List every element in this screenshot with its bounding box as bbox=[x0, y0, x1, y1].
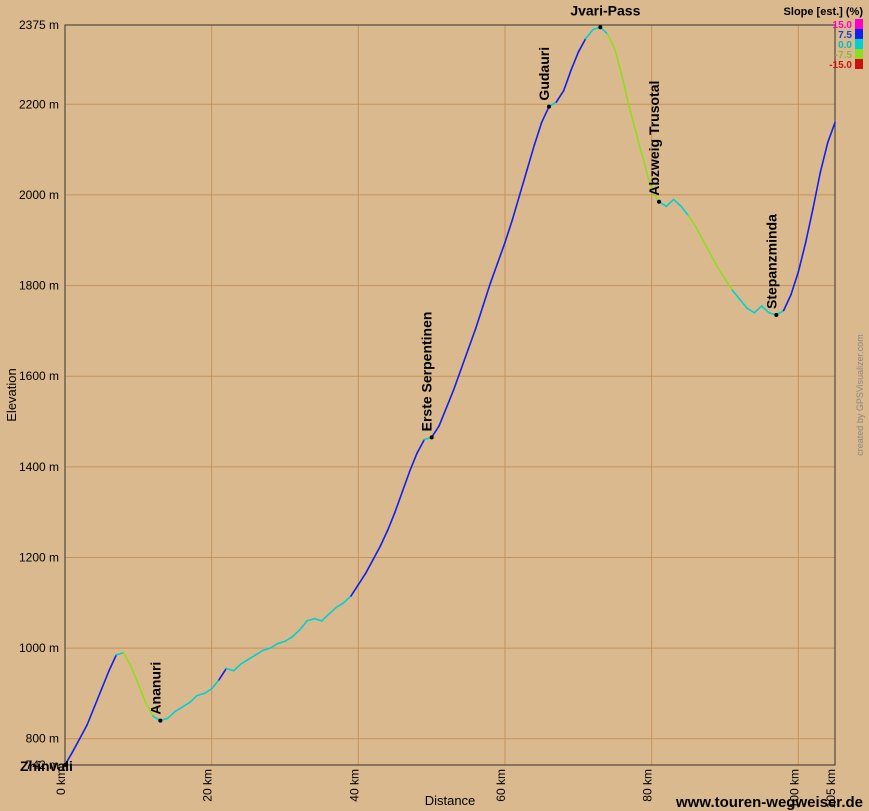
waypoint-marker bbox=[774, 313, 778, 317]
x-tick-label: 60 km bbox=[494, 769, 508, 802]
footer-link[interactable]: www.touren-wegweiser.de bbox=[675, 794, 863, 811]
legend-value: -15.0 bbox=[829, 60, 852, 71]
x-tick-label: 20 km bbox=[201, 769, 215, 802]
y-tick-label: 1800 m bbox=[19, 279, 59, 293]
credit-label: created by GPSVisualizer.com bbox=[855, 334, 865, 455]
waypoint-label: Zhinvali bbox=[20, 758, 73, 774]
elevation-chart: 0 km20 km40 km60 km80 km100 km105 km742 … bbox=[0, 0, 869, 811]
y-tick-label: 1000 m bbox=[19, 641, 59, 655]
waypoint-label: Abzweig Trusotal bbox=[646, 81, 662, 196]
waypoint-marker bbox=[547, 105, 551, 109]
x-tick-label: 80 km bbox=[641, 769, 655, 802]
x-axis-label: Distance bbox=[425, 793, 476, 808]
y-tick-label: 800 m bbox=[26, 732, 59, 746]
y-tick-label: 2375 m bbox=[19, 18, 59, 32]
x-tick-label: 40 km bbox=[347, 769, 361, 802]
y-tick-label: 1600 m bbox=[19, 369, 59, 383]
waypoint-label: Stepanzminda bbox=[763, 214, 779, 309]
y-tick-label: 1400 m bbox=[19, 460, 59, 474]
waypoint-marker bbox=[598, 25, 602, 29]
waypoint-label: Gudauri bbox=[536, 47, 552, 101]
waypoint-marker bbox=[158, 719, 162, 723]
y-tick-label: 1200 m bbox=[19, 550, 59, 564]
svg-text:Slope [est.] (%): Slope [est.] (%) bbox=[784, 6, 864, 18]
y-axis-label: Elevation bbox=[4, 368, 19, 421]
waypoint-label: Erste Serpentinen bbox=[419, 312, 435, 432]
waypoint-label: Jvari-Pass bbox=[570, 2, 640, 18]
waypoint-marker bbox=[430, 435, 434, 439]
waypoint-marker bbox=[657, 200, 661, 204]
waypoint-label: Ananuri bbox=[147, 662, 163, 715]
y-tick-label: 2200 m bbox=[19, 97, 59, 111]
y-tick-label: 2000 m bbox=[19, 188, 59, 202]
